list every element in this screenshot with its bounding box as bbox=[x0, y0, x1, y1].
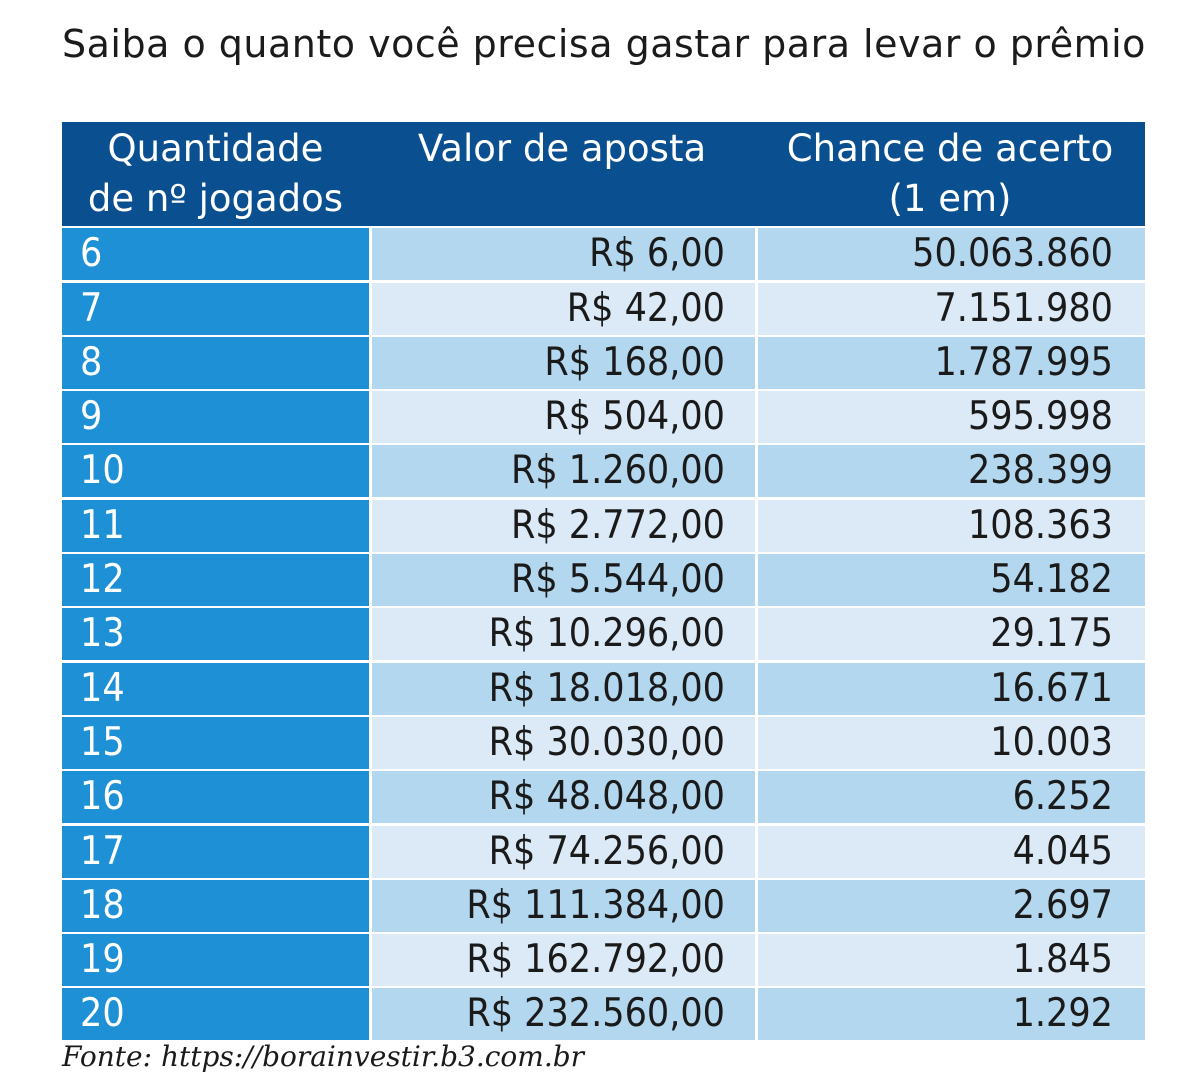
table-row: 15 R$ 30.030,00 10.003 bbox=[62, 716, 1145, 769]
table-row: 12 R$ 5.544,00 54.182 bbox=[62, 554, 1145, 607]
cell-quantity: 13 bbox=[62, 608, 369, 661]
cell-chance: 4.045 bbox=[755, 825, 1145, 878]
cell-bet-value: R$ 48.048,00 bbox=[369, 771, 755, 824]
column-header-bet-value: Valor de aposta bbox=[417, 127, 707, 170]
cell-bet-value: R$ 74.256,00 bbox=[369, 825, 755, 878]
table-header: Quantidade de nº jogados Valor de aposta… bbox=[62, 122, 1145, 226]
table-row: 8 R$ 168,00 1.787.995 bbox=[62, 336, 1145, 389]
cell-quantity: 14 bbox=[62, 662, 369, 715]
cell-chance: 29.175 bbox=[755, 608, 1145, 661]
cell-bet-value: R$ 504,00 bbox=[369, 391, 755, 444]
cell-bet-value: R$ 2.772,00 bbox=[369, 499, 755, 552]
table-row: 20 R$ 232.560,00 1.292 bbox=[62, 988, 1145, 1041]
table-body: 6 R$ 6,00 50.063.860 7 R$ 42,00 7.151.980 8 R$ … bbox=[62, 228, 1145, 1041]
cell-chance: 1.292 bbox=[755, 988, 1145, 1041]
column-header-chance: Chance de acerto (1 em) bbox=[786, 127, 1114, 220]
cell-quantity: 19 bbox=[62, 934, 369, 987]
cell-chance: 595.998 bbox=[755, 391, 1145, 444]
table-row: 9 R$ 504,00 595.998 bbox=[62, 391, 1145, 444]
column-header-quantity: Quantidade de nº jogados bbox=[87, 127, 344, 220]
cell-bet-value: R$ 232.560,00 bbox=[369, 988, 755, 1041]
source-note: Fonte: https://borainvestir.b3.com.br bbox=[62, 1040, 585, 1073]
cell-bet-value: R$ 111.384,00 bbox=[369, 879, 755, 932]
cell-chance: 16.671 bbox=[755, 662, 1145, 715]
data-table: Quantidade de nº jogados Valor de aposta… bbox=[62, 122, 1145, 1041]
cell-quantity: 8 bbox=[62, 336, 369, 389]
cell-quantity: 15 bbox=[62, 716, 369, 769]
cell-quantity: 7 bbox=[62, 282, 369, 335]
cell-bet-value: R$ 1.260,00 bbox=[369, 445, 755, 498]
cell-bet-value: R$ 10.296,00 bbox=[369, 608, 755, 661]
cell-chance: 54.182 bbox=[755, 554, 1145, 607]
table-row: 7 R$ 42,00 7.151.980 bbox=[62, 282, 1145, 335]
cell-chance: 6.252 bbox=[755, 771, 1145, 824]
cell-quantity: 6 bbox=[62, 228, 369, 281]
cell-quantity: 16 bbox=[62, 771, 369, 824]
table-row: 6 R$ 6,00 50.063.860 bbox=[62, 228, 1145, 281]
cell-chance: 7.151.980 bbox=[755, 282, 1145, 335]
cell-bet-value: R$ 5.544,00 bbox=[369, 554, 755, 607]
cell-chance: 50.063.860 bbox=[755, 228, 1145, 281]
cell-bet-value: R$ 30.030,00 bbox=[369, 716, 755, 769]
cell-bet-value: R$ 6,00 bbox=[369, 228, 755, 281]
cell-chance: 2.697 bbox=[755, 879, 1145, 932]
chart-title: Saiba o quanto você precisa gastar para … bbox=[62, 22, 1146, 66]
cell-chance: 238.399 bbox=[755, 445, 1145, 498]
cell-chance: 108.363 bbox=[755, 499, 1145, 552]
cell-quantity: 17 bbox=[62, 825, 369, 878]
table-row: 18 R$ 111.384,00 2.697 bbox=[62, 879, 1145, 932]
table-row: 10 R$ 1.260,00 238.399 bbox=[62, 445, 1145, 498]
table-row: 11 R$ 2.772,00 108.363 bbox=[62, 499, 1145, 552]
cell-bet-value: R$ 18.018,00 bbox=[369, 662, 755, 715]
cell-quantity: 10 bbox=[62, 445, 369, 498]
cell-quantity: 18 bbox=[62, 879, 369, 932]
cell-bet-value: R$ 162.792,00 bbox=[369, 934, 755, 987]
cell-quantity: 12 bbox=[62, 554, 369, 607]
table-row: 14 R$ 18.018,00 16.671 bbox=[62, 662, 1145, 715]
cell-chance: 1.787.995 bbox=[755, 336, 1145, 389]
table-row: 13 R$ 10.296,00 29.175 bbox=[62, 608, 1145, 661]
table-row: 19 R$ 162.792,00 1.845 bbox=[62, 934, 1145, 987]
cell-bet-value: R$ 42,00 bbox=[369, 282, 755, 335]
cell-quantity: 20 bbox=[62, 988, 369, 1041]
cell-bet-value: R$ 168,00 bbox=[369, 336, 755, 389]
cell-chance: 10.003 bbox=[755, 716, 1145, 769]
table-row: 16 R$ 48.048,00 6.252 bbox=[62, 771, 1145, 824]
table-row: 17 R$ 74.256,00 4.045 bbox=[62, 825, 1145, 878]
cell-chance: 1.845 bbox=[755, 934, 1145, 987]
cell-quantity: 11 bbox=[62, 499, 369, 552]
cell-quantity: 9 bbox=[62, 391, 369, 444]
